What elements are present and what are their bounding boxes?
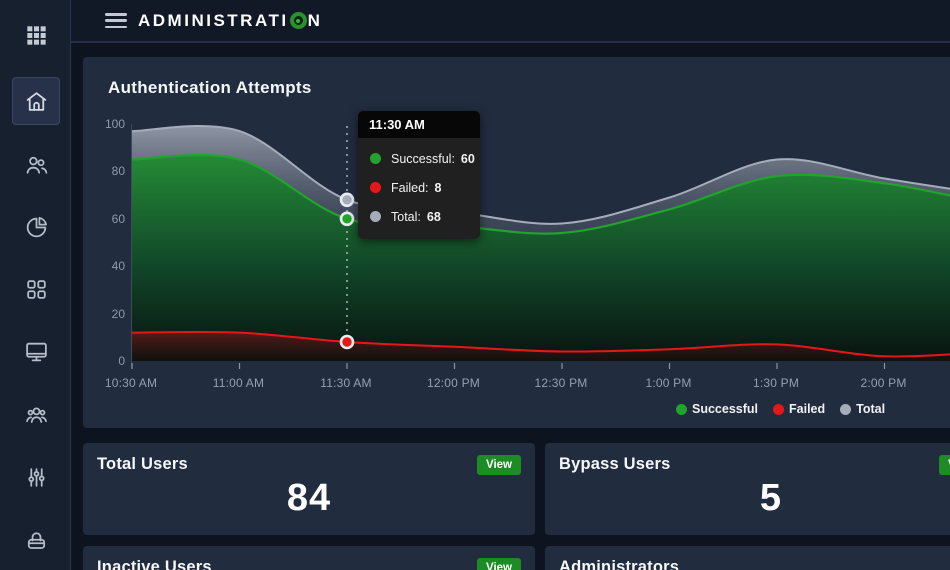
sidebar-item-settings[interactable] <box>12 453 60 501</box>
y-axis-labels: 0 20 40 60 80 100 <box>83 117 125 368</box>
x-tick-label: 10:30 AM <box>104 376 158 390</box>
chart-legend: Successful Failed Total <box>676 402 885 416</box>
sidebar-item-groups[interactable] <box>12 390 60 438</box>
view-button[interactable]: View <box>477 455 521 475</box>
x-tick-label: 1:00 PM <box>645 376 692 390</box>
sidebar-item-apps[interactable] <box>12 11 60 59</box>
tooltip-value: 8 <box>434 180 442 195</box>
successful-dot-icon <box>676 403 687 415</box>
auth-attempts-chart[interactable] <box>131 124 950 369</box>
category-grid-icon <box>26 279 46 299</box>
sidebar-item-security[interactable] <box>12 515 60 563</box>
pie-chart-icon <box>26 216 47 237</box>
card-title: Administrators <box>559 558 680 570</box>
top-header: ADMINISTRATI N <box>71 0 950 43</box>
users-icon <box>26 156 47 174</box>
auth-attempts-panel: Authentication Attempts 0 20 40 60 80 100 10:… <box>83 57 950 428</box>
user-group-icon <box>25 406 47 423</box>
sidebar-item-reports[interactable] <box>12 203 60 251</box>
successful-dot-icon <box>370 153 381 164</box>
x-tick-label: 11:30 AM <box>320 376 372 390</box>
tooltip-value: 60 <box>460 151 475 166</box>
sidebar <box>0 0 71 570</box>
card-bypass-users: Bypass Users View 5 <box>545 443 950 535</box>
lock-icon <box>27 531 45 549</box>
card-title: Inactive Users <box>97 558 212 570</box>
sliders-icon <box>27 467 45 487</box>
home-icon <box>26 91 46 111</box>
logo-text-suffix: N <box>307 10 323 30</box>
tooltip-row-failed: Failed: 8 <box>358 173 480 202</box>
y-tick-label: 20 <box>111 306 125 321</box>
x-tick-label: 11:00 AM <box>212 376 265 390</box>
x-tick-label: 2:00 PM <box>860 376 907 390</box>
tooltip-label: Total: <box>391 209 421 224</box>
bypass-users-value: 5 <box>759 477 783 519</box>
chart-tooltip: 11:30 AM Successful: 60 Failed: 8 Total:… <box>358 111 480 239</box>
view-button[interactable]: View <box>477 558 521 570</box>
card-administrators: Administrators <box>545 546 950 570</box>
tooltip-label: Successful: <box>391 151 455 166</box>
sidebar-item-home[interactable] <box>12 77 60 125</box>
x-tick-label: 12:30 PM <box>534 376 588 390</box>
x-axis-labels: 10:30 AM 11:00 AM 11:30 AM 12:00 PM 12:30 PM… <box>105 376 950 392</box>
y-tick-label: 0 <box>118 354 125 368</box>
monitor-icon <box>25 342 47 361</box>
legend-item-failed: Failed <box>773 402 825 416</box>
y-tick-label: 80 <box>111 164 125 179</box>
legend-item-successful: Successful <box>676 402 758 416</box>
sidebar-item-devices[interactable] <box>12 327 60 375</box>
logo-o-icon <box>289 12 307 29</box>
tooltip-label: Failed: <box>391 180 429 195</box>
tooltip-value: 68 <box>426 209 441 224</box>
total-users-value: 84 <box>286 477 332 519</box>
apps-grid-icon <box>26 25 46 45</box>
x-tick-label: 12:00 PM <box>427 376 480 390</box>
tooltip-row-total: Total: 68 <box>358 202 480 231</box>
sidebar-item-users[interactable] <box>12 141 60 189</box>
tooltip-time: 11:30 AM <box>358 111 480 138</box>
sidebar-item-categories[interactable] <box>12 265 60 313</box>
total-dot-icon <box>840 403 852 415</box>
y-tick-label: 60 <box>111 211 125 226</box>
view-button[interactable]: View <box>939 455 950 475</box>
card-inactive-users: Inactive Users View <box>83 546 535 570</box>
x-tick-label: 1:30 PM <box>752 376 800 390</box>
card-total-users: Total Users View 84 <box>83 443 535 535</box>
y-tick-label: 40 <box>111 259 125 274</box>
failed-dot-icon <box>370 182 381 193</box>
menu-icon[interactable] <box>105 13 127 28</box>
logo-text-prefix: ADMINISTRATI <box>138 10 289 30</box>
failed-dot-icon <box>773 403 785 415</box>
legend-item-total: Total <box>840 402 885 416</box>
tooltip-row-successful: Successful: 60 <box>358 144 480 173</box>
app-logo: ADMINISTRATI N <box>138 11 322 31</box>
y-tick-label: 100 <box>104 117 125 131</box>
card-title: Total Users <box>97 455 188 473</box>
card-title: Bypass Users <box>559 455 671 473</box>
chart-title: Authentication Attempts <box>108 78 312 97</box>
total-dot-icon <box>370 211 381 222</box>
